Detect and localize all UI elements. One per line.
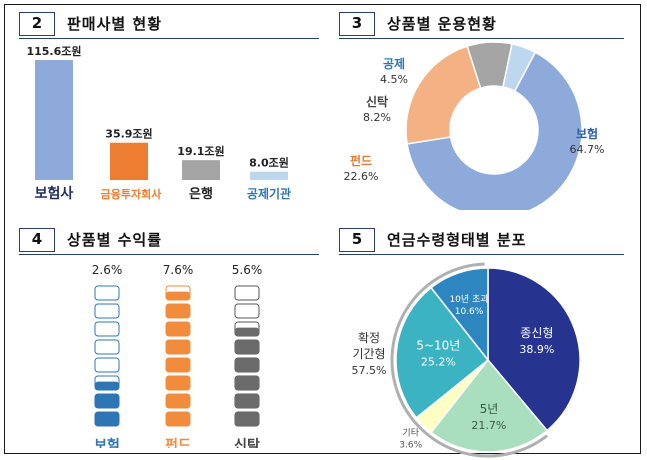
pie-value-label: 21.7% (471, 419, 506, 432)
gauge-fill (95, 412, 119, 426)
pie-value-label: 38.9% (519, 343, 554, 356)
panel-header: 5 연금수령형태별 분포 (339, 226, 624, 255)
gauge-fill (235, 412, 259, 426)
panel-number: 4 (19, 228, 55, 252)
gauge-block (234, 285, 260, 301)
return-value-label: 5.6% (232, 263, 263, 277)
donut-slice-0 (406, 51, 583, 210)
return-category-label: 신탁 (234, 437, 260, 448)
donut-label: 펀드 (350, 153, 372, 168)
gauge-fill (166, 412, 190, 426)
donut-label: 보험 (576, 126, 598, 141)
bar-value-label: 8.0조원 (249, 156, 289, 170)
donut-value-label: 4.5% (380, 73, 408, 86)
bar-1 (110, 142, 148, 180)
bar-value-label: 19.1조원 (177, 144, 224, 158)
figure-frame (4, 4, 641, 454)
gauge-fill (166, 304, 190, 318)
pie-label: 기타 (402, 427, 419, 438)
bar-0 (35, 60, 73, 180)
return-value-label: 2.6% (92, 263, 123, 277)
bar-value-label: 35.9조원 (105, 127, 152, 141)
panel-title: 판매사별 현황 (67, 15, 163, 33)
pie-value-label: 10.6% (455, 307, 484, 317)
return-category-label: 펀드 (165, 438, 191, 448)
donut-slice-3 (502, 42, 537, 93)
gauge-block (94, 357, 120, 373)
returns-gauge-chart: 2.6% 보험 7.6% 펀드 5.6% 신탁 (92, 263, 263, 448)
gauge-fill (166, 322, 190, 336)
product-donut-chart: 보험 64.7% 펀드 22.6% 신탁 8.2% 공제 4.5% (344, 41, 605, 210)
bar-category-label: 공제기관 (247, 186, 291, 201)
panel-title: 상품별 수익률 (67, 231, 163, 249)
panel-number: 5 (339, 228, 375, 252)
pension-pie-chart: 종신형 38.9% 5년 21.7% 기타 3.6% 5~10년 25.2% 10년 초과 10.… (352, 262, 581, 458)
bar-category-label: 보험사 (35, 185, 74, 202)
gauge-fill (235, 376, 259, 390)
group-bracket-arc (390, 262, 548, 458)
gauge-fill (166, 291, 190, 300)
gauge-fill (166, 340, 190, 354)
pie-slice-1 (430, 358, 549, 453)
gauge-fill (166, 394, 190, 408)
gauge-fill (235, 327, 259, 336)
donut-value-label: 22.6% (344, 170, 379, 183)
pie-slice-0 (487, 267, 581, 432)
group-label: 확정 (358, 331, 380, 345)
gauge-block (94, 285, 120, 301)
gauge-block (94, 303, 120, 319)
gauge-fill (235, 394, 259, 408)
panel-product-returns: 4 상품별 수익률 2.6% 보험 7.6% 펀드 5.6% 신탁 (19, 226, 319, 448)
gauge-fill (95, 394, 119, 408)
pie-label: 5~10년 (416, 338, 460, 352)
donut-value-label: 8.2% (363, 111, 391, 124)
return-category-label: 보험 (94, 437, 120, 448)
panel-product-operation: 3 상품별 운용현황 보험 64.7% 펀드 22.6% 신탁 8.2% 공제 4.5% (339, 10, 624, 210)
panel-pension-distribution: 5 연금수령형태별 분포 종신형 38.9% 5년 21.7% 기타 3.6% 5~10년 2… (339, 226, 624, 458)
group-value-label: 57.5% (352, 364, 387, 377)
gauge-block (94, 339, 120, 355)
donut-label: 신탁 (366, 94, 388, 109)
pie-label: 10년 초과 (449, 294, 488, 305)
gauge-fill (235, 340, 259, 354)
panel-number: 3 (339, 12, 375, 36)
bar-2 (182, 160, 220, 180)
bar-value-label: 115.6조원 (26, 44, 81, 58)
panel-title: 상품별 운용현황 (387, 15, 497, 33)
panel-header: 4 상품별 수익률 (19, 226, 319, 255)
gauge-fill (235, 358, 259, 372)
donut-slice-1 (405, 45, 482, 145)
panel-number: 2 (19, 12, 55, 36)
bar-category-label: 금융투자회사 (101, 187, 163, 201)
panel-title: 연금수령형태별 분포 (387, 231, 527, 249)
gauge-fill (95, 381, 119, 390)
pie-slice-4 (430, 267, 489, 363)
bar-3 (250, 171, 288, 180)
gauge-fill (166, 358, 190, 372)
return-value-label: 7.6% (163, 263, 194, 277)
panel-header: 3 상품별 운용현황 (339, 10, 624, 39)
gauge-block (94, 321, 120, 337)
pie-label: 종신형 (520, 326, 553, 340)
donut-label: 공제 (383, 57, 405, 71)
donut-value-label: 64.7% (570, 143, 605, 156)
pie-label: 5년 (480, 402, 499, 416)
pie-slice-3 (395, 286, 490, 419)
group-label: 기간형 (352, 347, 385, 361)
pie-value-label: 25.2% (421, 355, 456, 368)
panel-header: 2 판매사별 현황 (19, 10, 319, 39)
gauge-block (234, 303, 260, 319)
pie-value-label: 3.6% (399, 440, 422, 450)
gauge-fill (166, 376, 190, 390)
bar-category-label: 은행 (189, 186, 213, 202)
